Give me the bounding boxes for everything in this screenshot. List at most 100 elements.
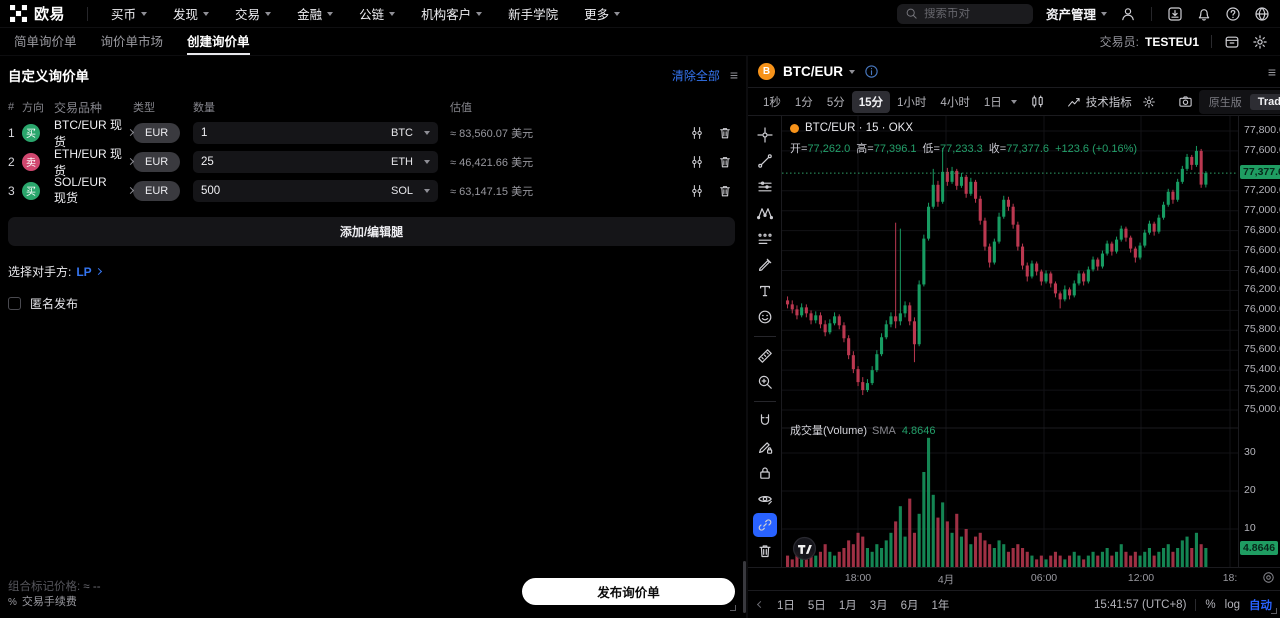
candle-style-icon[interactable] [1026,94,1049,109]
chart-settings-icon[interactable] [1138,95,1160,109]
currency-pill[interactable]: EUR [133,180,181,201]
range-3月[interactable]: 3月 [869,599,888,612]
pair-selector[interactable]: SOL/EUR 现货 [54,175,135,206]
currency-pill[interactable]: EUR [133,122,181,143]
forecast-icon[interactable] [753,227,777,251]
info-icon[interactable] [864,64,879,79]
indicators-button[interactable]: 技术指标 [1063,94,1136,110]
chevron-down-icon[interactable] [424,130,430,135]
camera-icon[interactable] [1174,94,1197,109]
nav-item[interactable]: 公链 [346,0,408,28]
timeframe-1秒[interactable]: 1秒 [763,96,781,109]
trash-icon[interactable] [718,155,732,169]
trash-icon[interactable] [753,539,777,563]
nav-item[interactable]: 交易 [222,0,284,28]
link-legs-icon[interactable] [690,184,704,198]
range-1年[interactable]: 1年 [931,599,950,612]
amount-field[interactable]: ETH [193,150,438,173]
nav-item[interactable]: 机构客户 [408,0,495,28]
clear-all-link[interactable]: 清除全部 [671,68,720,83]
zoom-in-icon[interactable] [753,370,777,394]
okx-logo[interactable]: 欧易 [10,3,65,24]
timeframe-15分[interactable]: 15分 [851,90,891,113]
orders-box-icon[interactable] [1224,34,1240,50]
nav-item[interactable]: 新手学院 [495,0,571,28]
add-legs-button[interactable]: 添加/编辑腿 [8,217,735,246]
publish-rfq-button[interactable]: 发布询价单 [522,578,735,605]
fee-row[interactable]: % 交易手续费 [8,595,101,610]
anonymous-checkbox[interactable] [8,297,21,310]
currency-pill[interactable]: EUR [133,151,181,172]
timezone-icon[interactable] [1262,571,1275,584]
bell-icon[interactable] [1196,6,1212,22]
emoji-icon[interactable] [753,305,777,329]
tab-创建询价单[interactable]: 创建询价单 [187,28,250,55]
chevron-down-icon[interactable] [424,159,430,164]
chart-symbol[interactable]: BTC/EUR [783,64,843,79]
globe-icon[interactable] [1254,6,1270,22]
range-1月[interactable]: 1月 [838,599,857,612]
eye-icon[interactable] [753,487,777,511]
tab-询价单市场[interactable]: 询价单市场 [100,35,164,49]
amount-input[interactable] [201,126,385,139]
timeframe-4小时[interactable]: 4小时 [940,96,970,109]
user-icon[interactable] [1120,6,1136,22]
version-native[interactable]: 原生版 [1208,96,1242,109]
amount-field[interactable]: BTC [193,121,438,144]
brush-icon[interactable] [753,253,777,277]
link-legs-icon[interactable] [690,126,704,140]
amount-input[interactable] [201,155,385,168]
amount-field[interactable]: SOL [193,179,438,202]
nav-item[interactable]: 更多 [571,0,633,28]
timeframe-1分[interactable]: 1分 [794,96,813,109]
chart-menu-icon[interactable]: ≡ [1267,63,1276,80]
price-axis[interactable]: 77,800.0 77,600.0 77,200.0 77,000.0 76,800.0… [1238,116,1280,567]
link-icon[interactable] [752,513,777,537]
nav-item[interactable]: 金融 [284,0,346,28]
chevron-down-icon[interactable] [849,69,855,74]
counterparty-selector[interactable]: LP [76,265,102,279]
lock-icon[interactable] [753,461,777,485]
xabcd-pattern-icon[interactable] [753,201,777,225]
gear-icon[interactable] [1252,34,1268,50]
menu-icon[interactable]: ≡ [729,67,738,83]
version-tradingview[interactable]: TradingView [1249,93,1280,110]
trash-icon[interactable] [718,126,732,140]
amount-input[interactable] [201,184,385,197]
multi-lines-icon[interactable] [753,175,777,199]
pair-selector[interactable]: BTC/EUR 现货 [54,116,135,150]
auto-scale-button[interactable]: 自动 [1249,599,1272,612]
range-6月[interactable]: 6月 [900,599,919,612]
tab-简单询价单[interactable]: 简单询价单 [14,35,77,49]
collapse-toolbar-icon[interactable] [756,600,765,609]
edit-lock-icon[interactable] [753,435,777,459]
help-icon[interactable] [1225,6,1241,22]
chevron-down-icon[interactable] [424,188,430,193]
magnet-icon[interactable] [753,409,777,433]
timeframe-1日[interactable]: 1日 [977,91,1024,113]
timeframe-5分[interactable]: 5分 [826,96,845,109]
text-icon[interactable] [753,279,777,303]
timeframe-1小时[interactable]: 1小时 [897,96,927,109]
range-5日[interactable]: 5日 [807,599,826,612]
trash-icon[interactable] [718,184,732,198]
nav-item[interactable]: 发现 [160,0,222,28]
ruler-icon[interactable] [753,344,777,368]
search-field[interactable] [923,7,1025,20]
link-legs-icon[interactable] [690,155,704,169]
pair-selector[interactable]: ETH/EUR 现货 [54,145,135,179]
log-scale-button[interactable]: log [1224,598,1240,611]
nav-item[interactable]: 买币 [98,0,160,28]
crosshair-icon[interactable] [753,123,777,147]
chart-plot[interactable]: BTC/EUR · 15 · OKX 开=77,262.0 高=77,396.1 低… [782,116,1238,567]
range-1日[interactable]: 1日 [777,599,795,612]
resize-corner[interactable] [1271,608,1277,614]
trend-line-icon[interactable] [753,149,777,173]
time-axis[interactable]: 18:00 4月 06:00 12:00 18: [748,567,1280,590]
search-input[interactable] [896,3,1033,24]
download-icon[interactable] [1167,6,1183,22]
percent-scale-button[interactable]: % [1205,598,1216,611]
resize-corner[interactable] [730,605,736,611]
assets-menu[interactable]: 资产管理 [1046,4,1107,23]
scrollbar[interactable] [743,561,746,613]
